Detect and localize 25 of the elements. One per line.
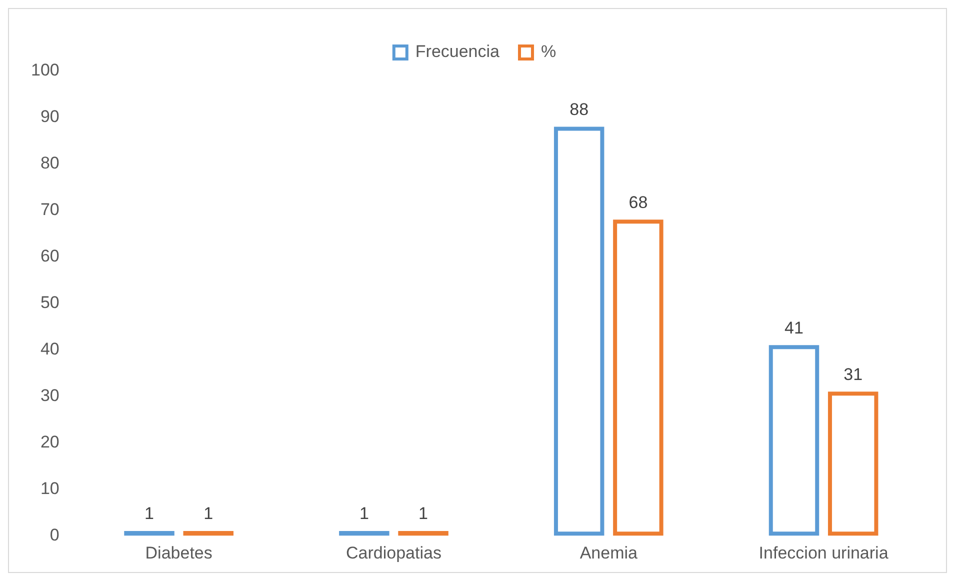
y-tick-label: 60 [40,246,60,266]
y-tick-label: 30 [40,386,60,405]
data-label: 1 [204,504,214,524]
legend-label: % [540,42,556,62]
y-tick-label: 20 [40,432,60,452]
x-tick-label: Diabetes [145,543,212,562]
data-label: 88 [570,100,589,119]
y-tick-label: 50 [40,292,60,312]
data-label: 41 [784,318,804,338]
data-label: 1 [359,504,369,524]
y-tick-label: 70 [40,200,60,220]
y-tick-label: 90 [40,107,60,126]
y-tick-label: 80 [40,154,60,173]
legend-label: Frecuencia [415,42,500,62]
data-label: 31 [844,364,863,384]
x-tick-label: Cardiopatias [346,543,442,562]
y-tick-label: 10 [40,478,60,498]
y-tick-label: 0 [50,525,60,544]
data-label: 68 [628,192,648,212]
data-label: 1 [144,504,154,524]
x-tick-label: Infeccion urinaria [758,543,889,562]
data-label: 1 [418,504,428,524]
x-tick-label: Anemia [580,543,638,562]
y-tick-label: 100 [30,60,60,80]
y-tick-label: 40 [40,339,60,358]
